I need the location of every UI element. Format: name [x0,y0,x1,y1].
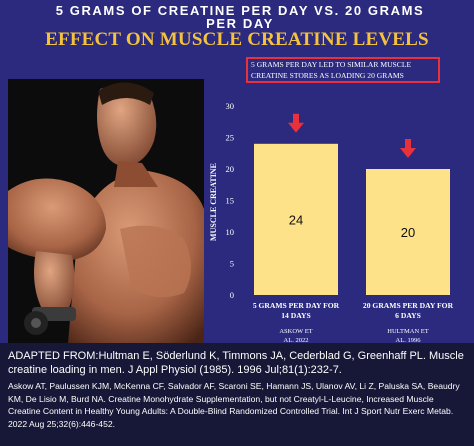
y-tick-label: 25 [226,133,235,143]
references: ADAPTED FROM:Hultman E, Söderlund K, Tim… [0,343,474,446]
y-tick-label: 15 [226,196,235,206]
x-tick-label: 20 GRAMS PER DAY FOR [363,301,454,310]
arrows [288,113,416,158]
y-axis-ticks: 0 5 10 15 20 25 30 [226,101,235,300]
bar [366,169,450,295]
source-label: AL. 1996 [396,337,422,342]
down-arrow-icon [400,139,416,158]
x-tick-label: 14 DAYS [281,311,310,320]
reference-primary: ADAPTED FROM:Hultman E, Söderlund K, Tim… [8,350,464,376]
source-label: HULTMAN ET [387,328,428,335]
y-axis-label: MUSCLE CREATINE [209,163,218,241]
bar-value-label: 24 [289,212,303,227]
y-tick-label: 10 [226,227,235,237]
y-tick-label: 5 [230,259,234,269]
source-label: ASKOW ET [279,328,312,335]
y-tick-label: 20 [226,164,235,174]
page-subtitle: EFFECT ON MUSCLE CREATINE LEVELS [45,29,429,50]
bar-value-label: 20 [401,225,415,240]
down-arrow-icon [288,113,304,133]
callout-note: 5 grams per day led to similar muscle cr… [246,57,440,83]
x-tick-label: 6 DAYS [395,311,421,320]
athlete-illustration [8,79,204,343]
x-tick-label: 5 GRAMS PER DAY FOR [253,301,340,310]
bars: 24 20 [254,143,450,295]
athlete-photo [8,79,204,343]
bar [254,143,338,295]
page-title: 5 GRAMS OF CREATINE PER DAY VS. 20 GRAMS… [55,3,425,31]
y-tick-label: 30 [226,101,235,111]
bar-chart: MUSCLE CREATINE 0 5 10 15 20 25 30 24 20 5 GRAM… [209,101,454,342]
reference-secondary: Askow AT, Paulussen KJM, McKenna CF, Sal… [8,381,460,429]
source-label: AL. 2022 [284,337,309,342]
y-tick-label: 0 [230,290,234,300]
